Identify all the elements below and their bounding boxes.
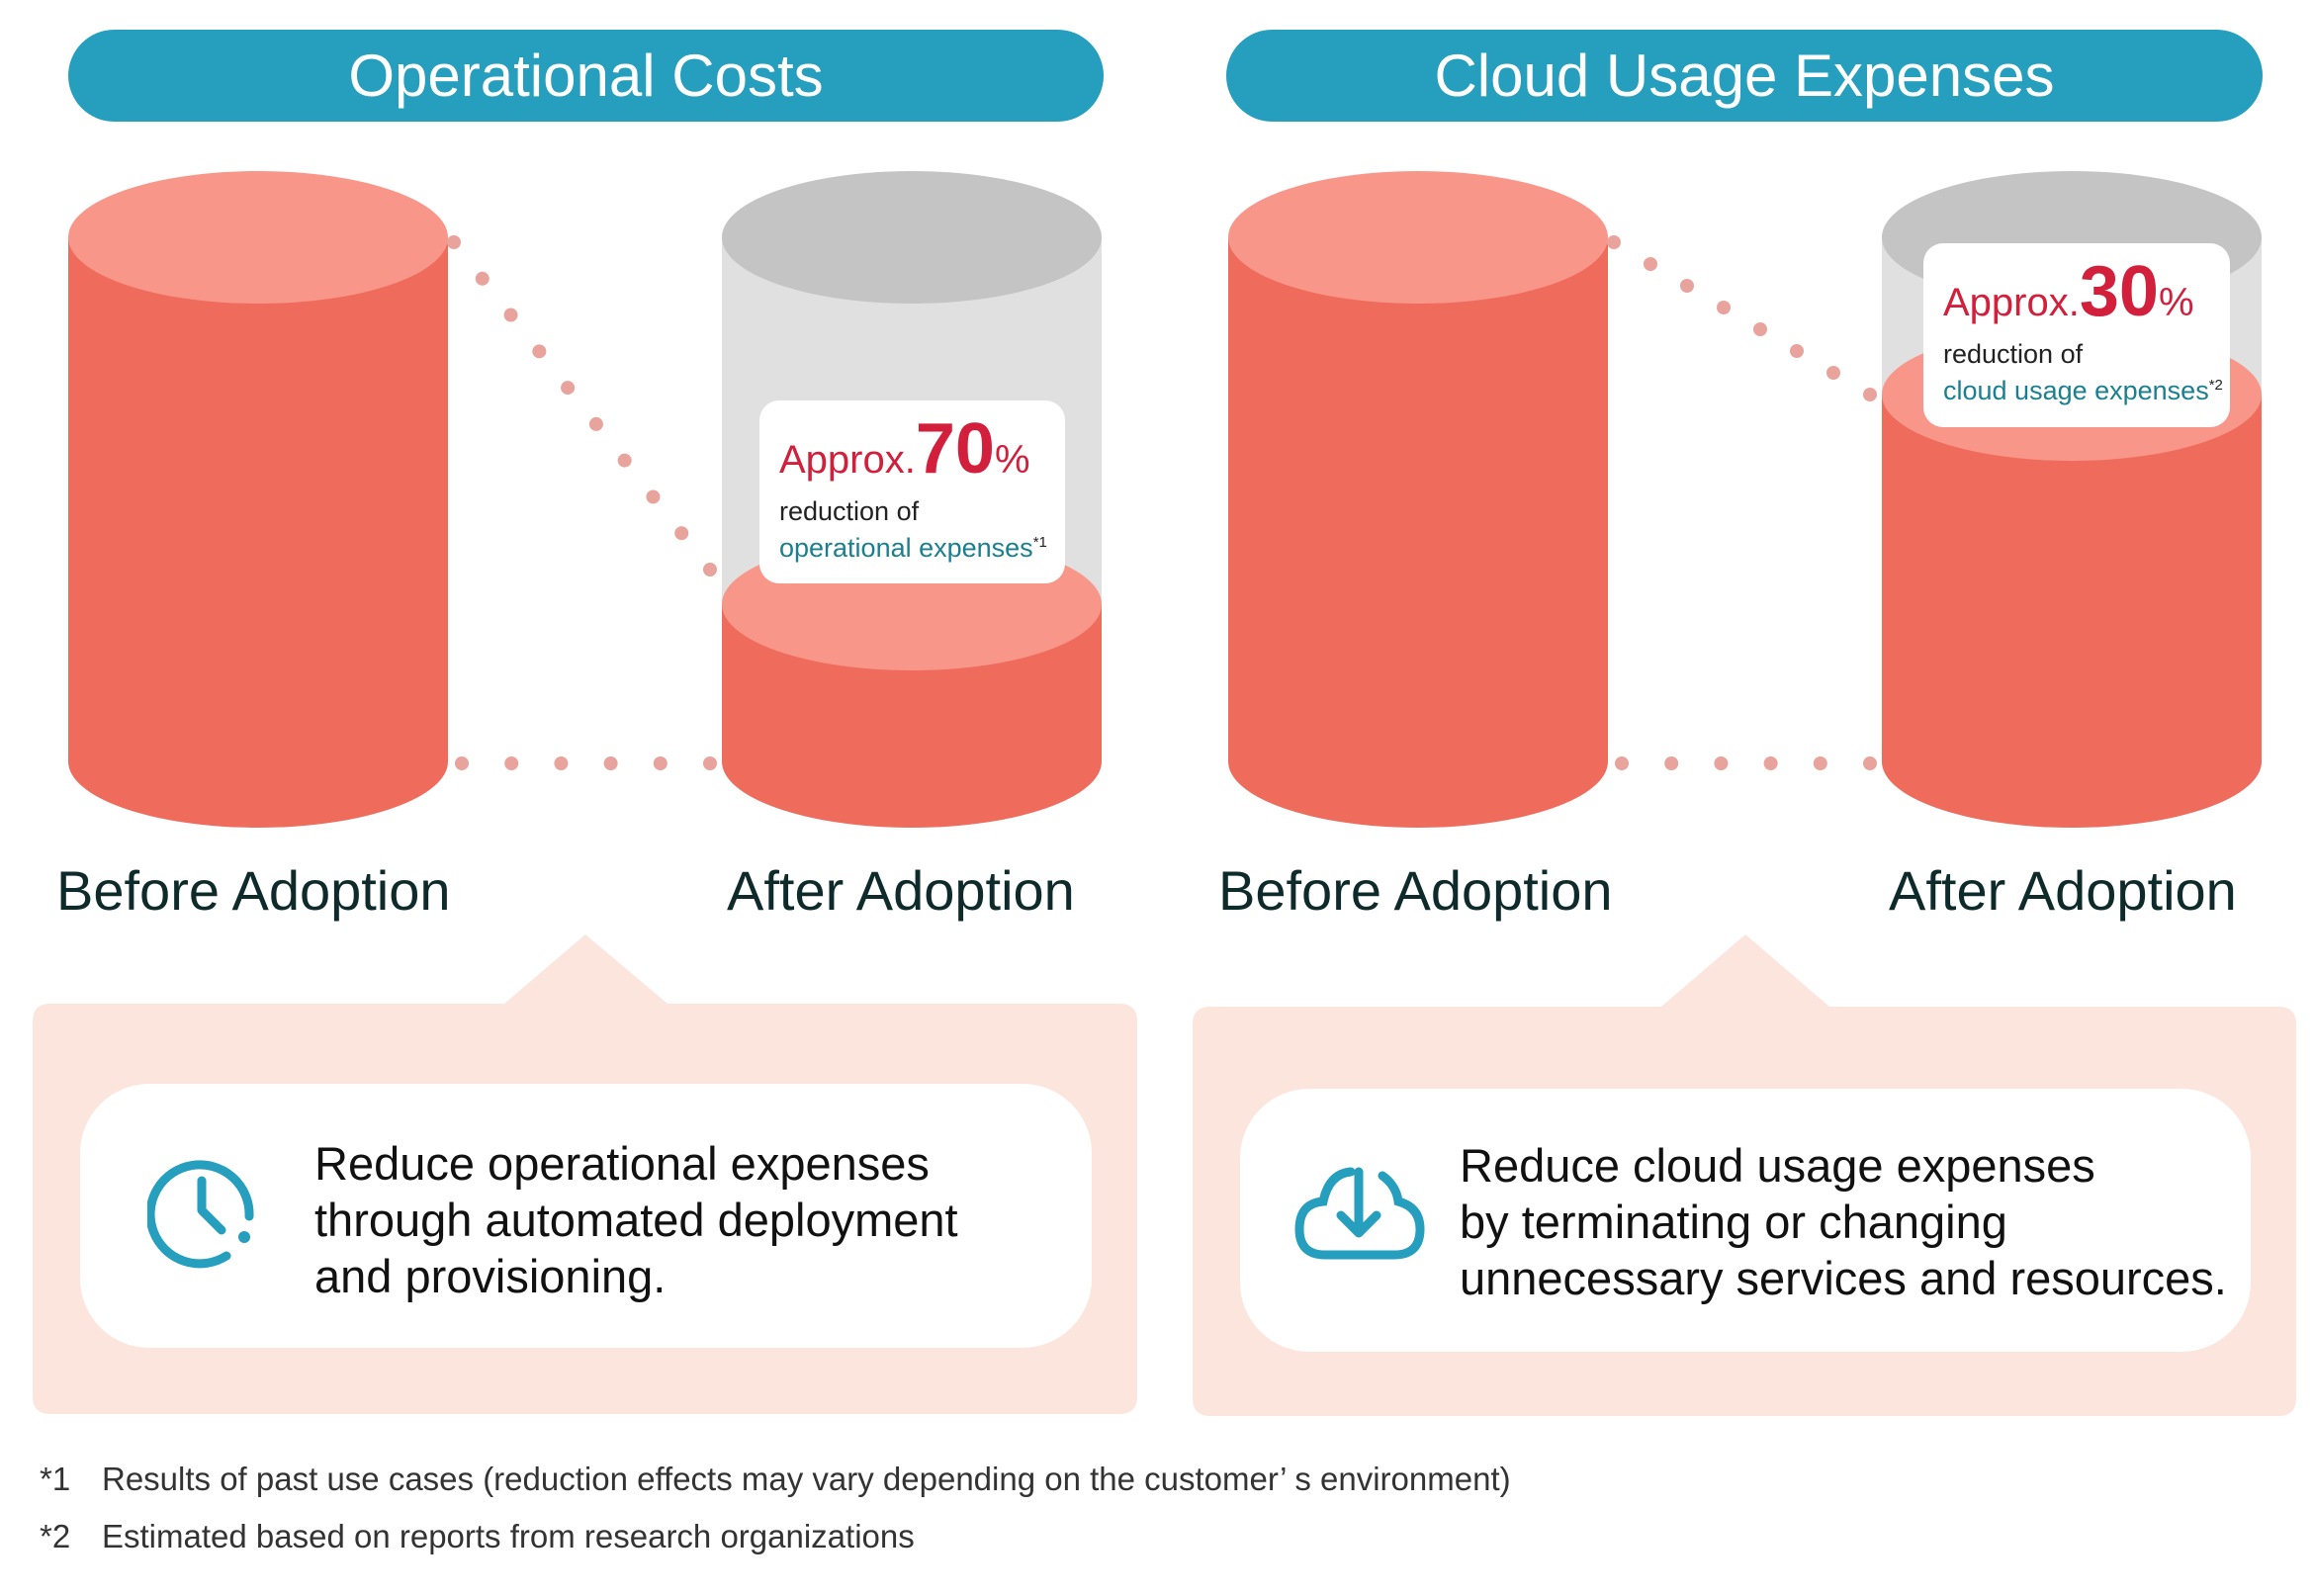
footnote-1: *1 Results of past use cases (reduction e… (40, 1461, 1511, 1498)
connector-dot (504, 756, 519, 770)
clock-icon (147, 1160, 254, 1269)
cylinder-body (1882, 395, 2262, 828)
before-adoption-label: Before Adoption (56, 859, 451, 922)
panel-title-cloud-usage: Cloud Usage Expenses (1226, 30, 2263, 122)
description-line: Reduce cloud usage expenses (1460, 1139, 2095, 1192)
connector-dot (1714, 756, 1729, 770)
connector-dot (1664, 756, 1679, 770)
description-card-cloud: Reduce cloud usage expenses by terminati… (1240, 1089, 2251, 1352)
approx-label: Approx. (779, 438, 916, 482)
cylinder-before (68, 171, 448, 828)
connector-dot (1863, 756, 1877, 770)
reduction-of-label: reduction of (779, 496, 920, 526)
approx-label: Approx. (1943, 281, 2080, 324)
connector-dot (1763, 756, 1778, 770)
description-line: by terminating or changing (1460, 1196, 2007, 1248)
reduction-badge-cloud: Approx.30% reduction of cloud usage expe… (1923, 243, 2230, 427)
connector-dot (588, 416, 603, 431)
connector-dot (561, 381, 576, 396)
connector-dot (447, 235, 461, 249)
connector-dot (1680, 279, 1694, 293)
footnote-mark: *2 (40, 1518, 71, 1554)
reduction-value: Approx.30% (1943, 251, 2230, 332)
connector-dot (554, 756, 569, 770)
after-adoption-label: After Adoption (1889, 859, 2237, 922)
connector-dot (603, 756, 618, 770)
reduction-badge-operational: Approx.70% reduction of operational expe… (759, 400, 1065, 583)
connector-dot (503, 308, 518, 322)
cylinder-before (1228, 171, 1608, 828)
reduction-subject: cloud usage expenses*2 (1943, 370, 2230, 406)
percent-unit: % (994, 438, 1030, 482)
connector-dot (1717, 301, 1731, 314)
footnote-text: Results of past use cases (reduction eff… (102, 1461, 1511, 1497)
connector-dot (703, 756, 717, 770)
reduction-value: Approx.70% (779, 408, 1065, 489)
footnote-text: Estimated based on reports from research… (102, 1518, 915, 1554)
connector-dot (617, 453, 632, 468)
connector-dot (1790, 344, 1804, 358)
before-adoption-label: Before Adoption (1218, 859, 1613, 922)
connector-dot (1644, 257, 1657, 271)
description-line: Reduce operational expenses (314, 1137, 930, 1190)
subject-text: operational expenses (779, 533, 1033, 563)
description-line: and provisioning. (314, 1250, 667, 1302)
footnote-ref: *1 (1032, 534, 1047, 551)
connector-dot (1826, 366, 1840, 380)
connector-dot (653, 756, 668, 770)
subject-text: cloud usage expenses (1943, 376, 2209, 405)
cloud-download-icon (1294, 1167, 1425, 1260)
connector-dot (703, 563, 717, 576)
description-line: through automated deployment (314, 1194, 958, 1246)
connector-dot (646, 489, 661, 504)
connector-dot (1753, 322, 1767, 336)
reduction-subject: operational expenses*1 (779, 527, 1065, 564)
description-line: unnecessary services and resources. (1460, 1252, 2227, 1304)
connector-dot (475, 271, 490, 286)
after-adoption-label: After Adoption (727, 859, 1075, 922)
cylinder-body (68, 237, 448, 828)
connector-dot (532, 344, 547, 359)
cylinder-top (68, 171, 448, 304)
percent-value: 30 (2079, 252, 2159, 331)
footnote-2: *2 Estimated based on reports from resear… (40, 1518, 915, 1555)
connector-dot (1813, 756, 1827, 770)
connector-dot (455, 756, 469, 770)
connector-dot (1615, 756, 1629, 770)
footnote-ref: *2 (2208, 377, 2223, 394)
connector-dot (1863, 388, 1877, 401)
footnote-mark: *1 (40, 1461, 71, 1497)
percent-value: 70 (915, 409, 995, 488)
description-text: Reduce cloud usage expenses by terminati… (1460, 1137, 2227, 1306)
connector-dot (674, 526, 689, 541)
percent-unit: % (2158, 281, 2194, 324)
reduction-of-label: reduction of (1943, 339, 2084, 369)
cylinder-top (1228, 171, 1608, 304)
panel-title-operational-costs: Operational Costs (68, 30, 1104, 122)
cylinder-empty-top (722, 171, 1102, 304)
description-text: Reduce operational expenses through auto… (314, 1135, 958, 1304)
description-card-operational: Reduce operational expenses through auto… (80, 1084, 1092, 1348)
cylinder-body (1228, 237, 1608, 828)
connector-dot (1607, 235, 1621, 249)
